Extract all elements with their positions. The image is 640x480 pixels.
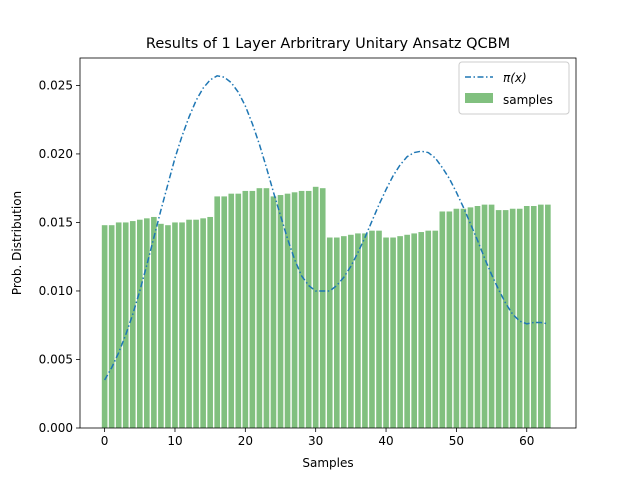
bar xyxy=(277,195,284,428)
bar xyxy=(341,236,347,428)
y-tick-label: 0.000 xyxy=(39,421,73,435)
bar xyxy=(179,222,185,428)
y-tick-label: 0.005 xyxy=(39,352,73,366)
bar xyxy=(333,237,340,428)
x-axis-label: Samples xyxy=(302,456,353,470)
bar xyxy=(291,192,298,428)
bar xyxy=(312,186,319,428)
bar xyxy=(439,211,446,428)
bar xyxy=(369,230,375,428)
bar xyxy=(214,196,221,428)
bar xyxy=(256,188,263,428)
bar xyxy=(319,188,326,428)
y-tick-label: 0.015 xyxy=(39,215,73,229)
bar xyxy=(538,204,544,428)
bar xyxy=(144,218,150,428)
bar xyxy=(545,204,551,428)
bar xyxy=(284,193,291,428)
chart-title: Results of 1 Layer Arbritrary Unitary An… xyxy=(146,36,510,52)
legend: π(x) samples xyxy=(458,61,570,115)
bar xyxy=(411,233,417,428)
x-tick-label: 10 xyxy=(167,434,182,448)
bar xyxy=(122,222,129,428)
bar xyxy=(298,190,305,428)
bar xyxy=(509,208,516,428)
bar xyxy=(474,206,481,428)
x-tick-label: 30 xyxy=(308,434,323,448)
x-tick-label: 50 xyxy=(449,434,464,448)
bar xyxy=(136,219,143,428)
bar xyxy=(193,219,199,428)
bar xyxy=(186,219,192,428)
bar xyxy=(495,210,502,428)
bar xyxy=(108,225,115,428)
y-tick-label: 0.020 xyxy=(39,147,73,161)
bar xyxy=(165,225,171,428)
bar xyxy=(530,206,537,428)
bar xyxy=(376,230,382,428)
bar xyxy=(481,204,488,428)
x-tick-label: 20 xyxy=(238,434,253,448)
bar xyxy=(270,196,277,428)
bar xyxy=(432,230,439,428)
bar xyxy=(151,216,157,428)
legend-label-pi: π(x) xyxy=(503,71,527,85)
x-tick-label: 40 xyxy=(378,434,393,448)
bar xyxy=(235,193,242,428)
bar xyxy=(488,204,495,428)
bar xyxy=(383,237,389,428)
y-tick-label: 0.025 xyxy=(39,78,73,92)
bar xyxy=(158,223,164,428)
bar xyxy=(397,236,403,428)
bar xyxy=(326,237,333,428)
bar xyxy=(355,233,361,428)
bar xyxy=(242,190,249,428)
bar xyxy=(115,222,122,428)
y-axis-label: Prob. Distribution xyxy=(10,191,24,295)
bar xyxy=(305,190,312,428)
bar xyxy=(453,208,460,428)
bar xyxy=(523,206,530,428)
bar xyxy=(249,190,256,428)
bar xyxy=(467,207,474,428)
axes-frame xyxy=(79,57,577,429)
legend-bar-swatch xyxy=(465,93,493,103)
x-tick-label: 60 xyxy=(519,434,534,448)
bar xyxy=(200,218,206,428)
bar xyxy=(516,208,523,428)
y-tick-label: 0.010 xyxy=(39,284,73,298)
bar xyxy=(362,233,368,428)
bar xyxy=(129,221,136,428)
x-tick-label: 0 xyxy=(101,434,109,448)
plot-area: 0 10 20 30 40 50 60 0.000 0.005 0.010 0.015 0.020 0.… xyxy=(39,57,577,448)
bar xyxy=(460,208,467,428)
legend-label-samples: samples xyxy=(503,93,553,107)
bar xyxy=(348,234,354,428)
bar xyxy=(418,232,425,428)
bar xyxy=(390,237,396,428)
bar xyxy=(502,210,509,428)
bar xyxy=(221,196,228,428)
bar xyxy=(425,230,432,428)
bar xyxy=(228,193,235,428)
bar xyxy=(446,211,453,428)
bar xyxy=(263,188,270,428)
bar xyxy=(207,216,213,428)
bar xyxy=(404,234,410,428)
bar xyxy=(101,225,108,428)
bar xyxy=(172,222,178,428)
